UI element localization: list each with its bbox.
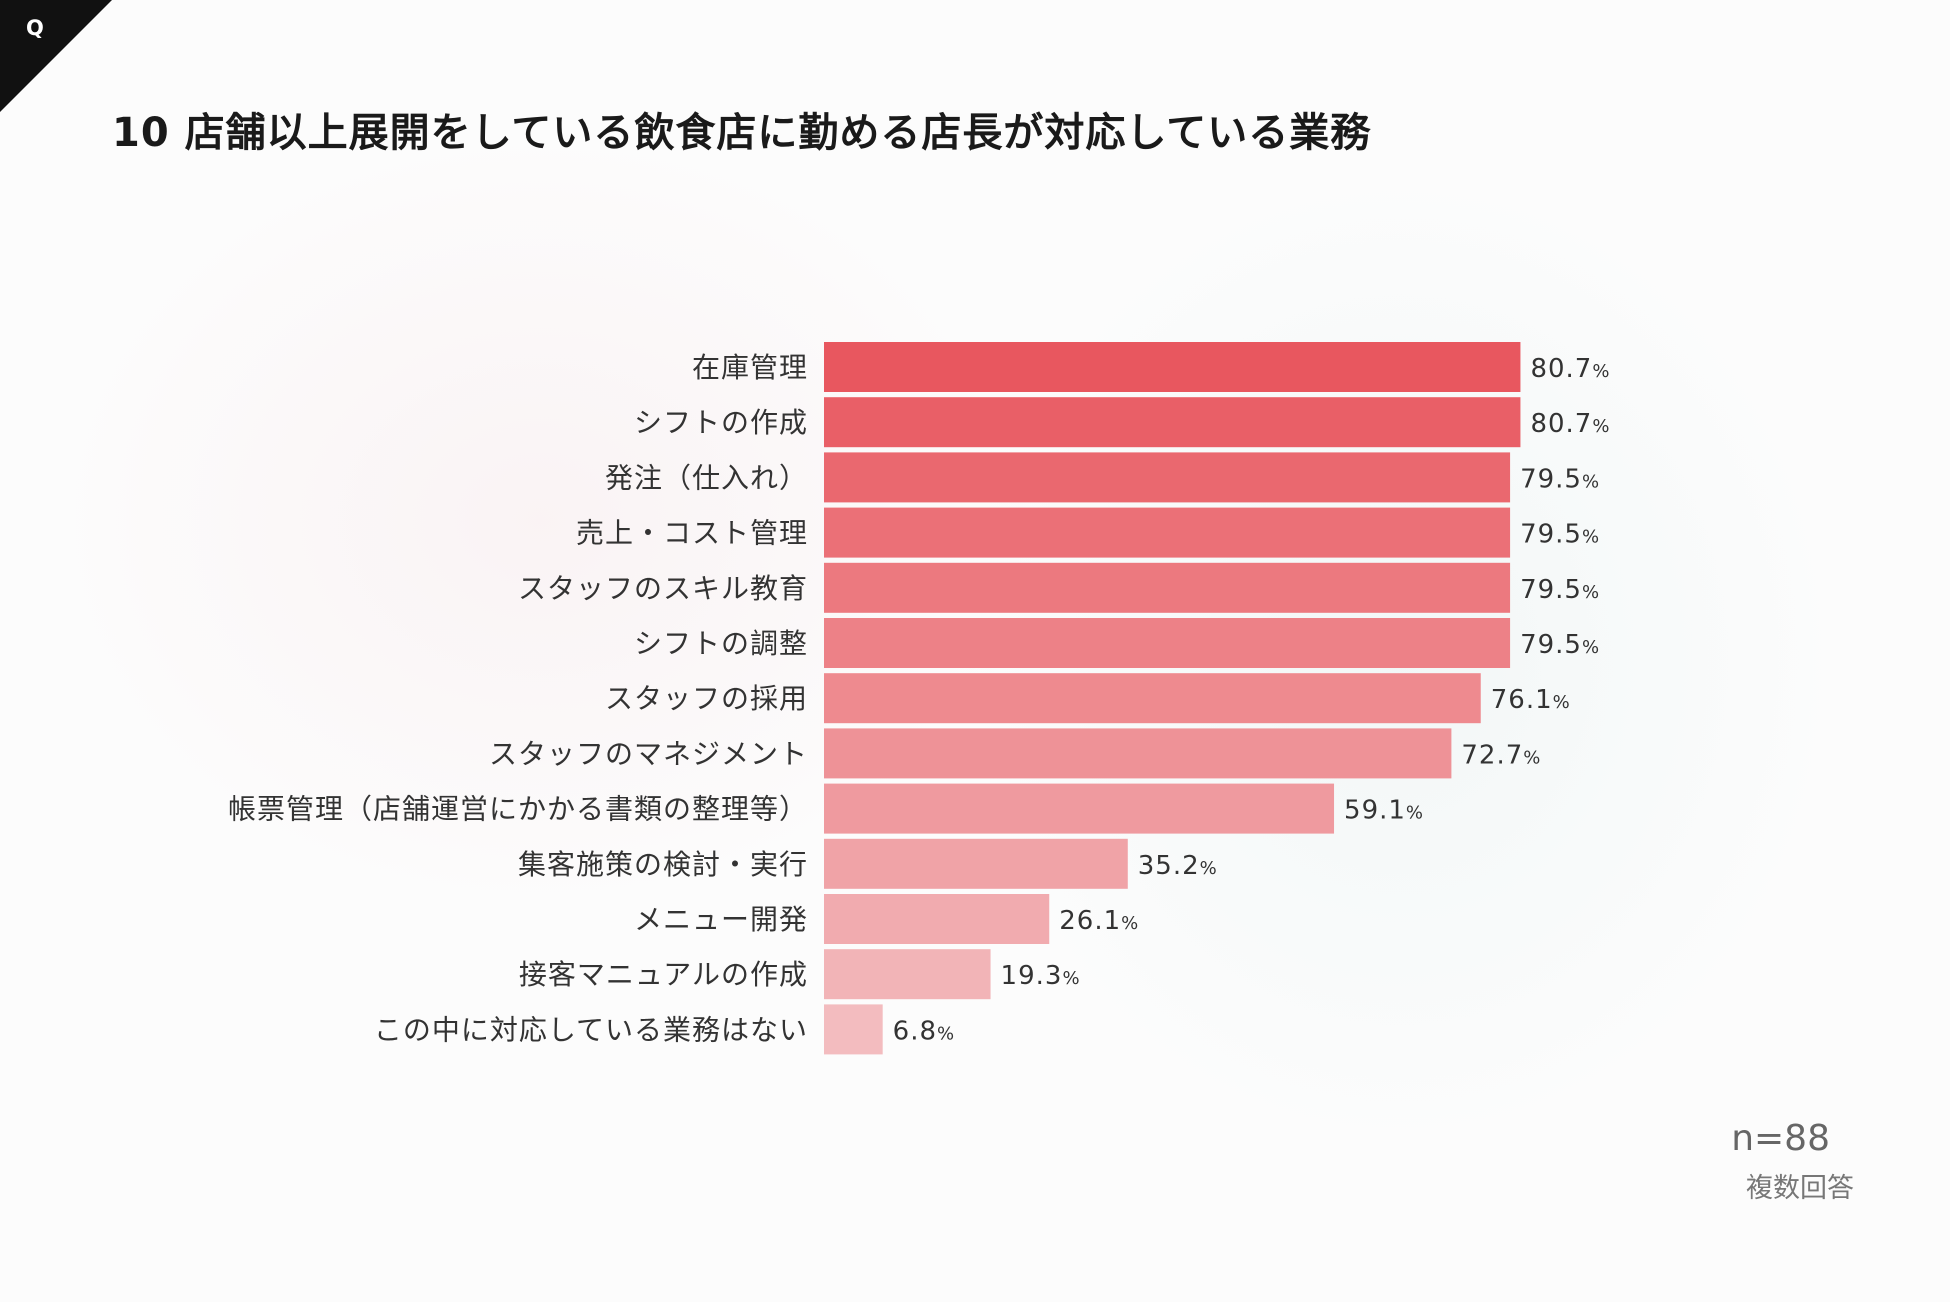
category-label: この中に対応している業務はない [374,1013,808,1046]
value-unit: % [1062,968,1080,989]
value-label: 72.7% [1461,740,1541,770]
value-unit: % [1200,858,1218,879]
value-unit: % [1406,803,1424,824]
answer-note: 複数回答 [1746,1173,1854,1204]
bar [824,507,1511,558]
value-number: 76.1 [1491,685,1553,715]
value-label: 26.1% [1059,906,1139,936]
value-unit: % [1582,471,1600,492]
bar [824,949,991,1000]
value-number: 80.7 [1530,409,1592,439]
value-number: 26.1 [1059,906,1121,936]
sample-size: n=88 [1731,1118,1830,1159]
value-label: 79.5% [1520,520,1600,550]
bar [824,562,1511,613]
category-label: 帳票管理（店舗運営にかかる書類の整理等） [228,793,808,826]
category-label: 集客施策の検討・実行 [518,848,808,881]
category-label: スタッフの採用 [605,682,808,715]
category-label: 売上・コスト管理 [576,517,808,550]
category-label: スタッフのマネジメント [489,737,808,770]
page-title: 10 店舗以上展開をしている飲食店に勤める店長が対応している業務 [112,110,1372,156]
bar [824,783,1335,834]
value-label: 80.7% [1530,354,1610,384]
value-unit: % [1523,747,1541,768]
value-number: 79.5 [1520,630,1582,660]
value-number: 80.7 [1530,354,1592,384]
value-label: 79.5% [1520,464,1600,494]
category-label: 在庫管理 [692,351,808,384]
value-number: 79.5 [1520,464,1582,494]
bar [824,838,1128,889]
value-unit: % [1553,692,1571,713]
value-unit: % [1592,361,1610,382]
value-unit: % [1121,913,1139,934]
bar [824,728,1452,779]
value-unit: % [1592,416,1610,437]
value-number: 79.5 [1520,520,1582,550]
badge-label: Q [26,16,44,40]
bar [824,342,1521,392]
value-number: 6.8 [893,1016,937,1046]
value-unit: % [1582,527,1600,548]
bar [824,673,1481,724]
category-label: 接客マニュアルの作成 [519,958,808,991]
bar [824,1004,883,1055]
value-unit: % [1582,637,1600,658]
corner-badge: Q [0,0,112,112]
category-label: シフトの調整 [634,627,808,660]
value-label: 76.1% [1491,685,1571,715]
value-label: 79.5% [1520,575,1600,605]
bar [824,452,1511,503]
value-number: 35.2 [1138,851,1200,881]
value-label: 6.8% [893,1016,955,1046]
value-label: 80.7% [1530,409,1610,439]
value-label: 35.2% [1138,851,1218,881]
category-label: メニュー開発 [634,903,808,936]
bar [824,618,1511,668]
category-label: シフトの作成 [634,406,808,439]
category-label: スタッフのスキル教育 [518,572,808,605]
value-number: 59.1 [1344,796,1406,826]
category-label: 発注（仕入れ） [605,461,808,494]
bar [824,397,1521,448]
bar [824,894,1050,944]
value-unit: % [1582,582,1600,603]
value-unit: % [937,1023,955,1044]
value-label: 79.5% [1520,630,1600,660]
value-label: 19.3% [1001,961,1081,991]
value-label: 59.1% [1344,796,1424,826]
value-number: 19.3 [1001,961,1063,991]
value-number: 79.5 [1520,575,1582,605]
value-number: 72.7 [1461,740,1523,770]
